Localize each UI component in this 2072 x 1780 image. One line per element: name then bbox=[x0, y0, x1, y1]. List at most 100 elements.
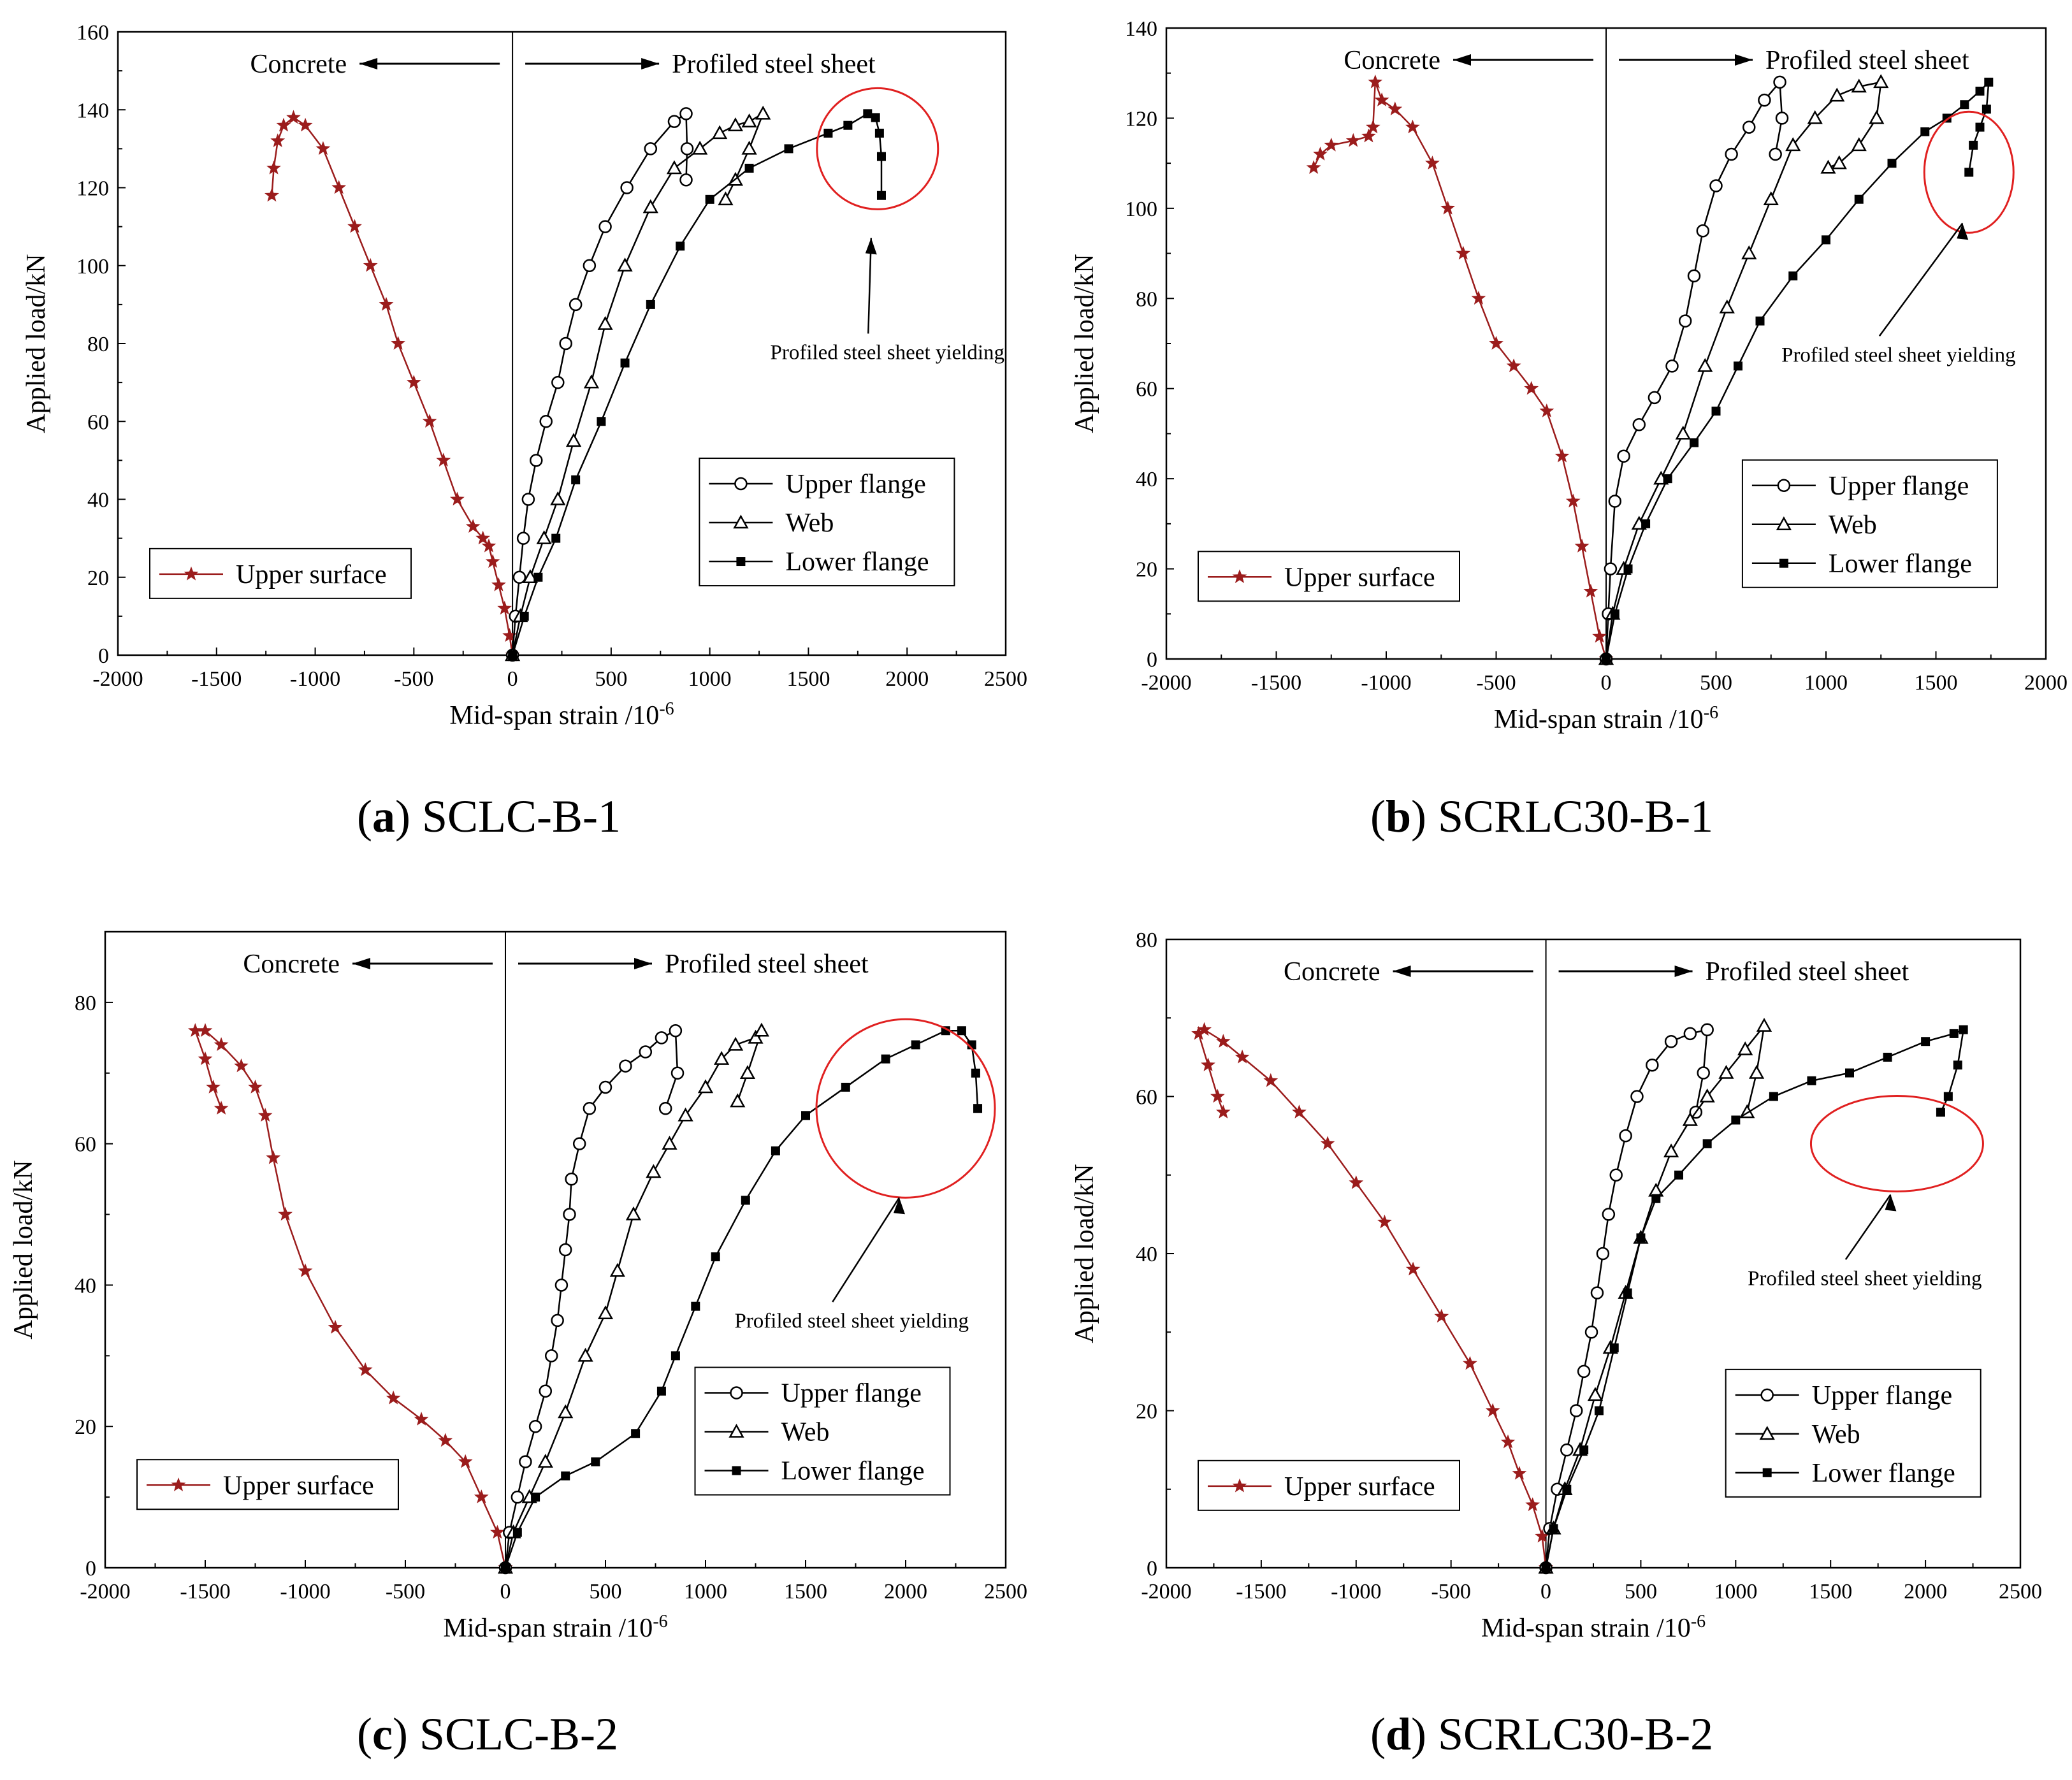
region-label-concrete: Concrete bbox=[1344, 46, 1440, 75]
data-point bbox=[1820, 159, 1836, 174]
data-point bbox=[1699, 1088, 1715, 1103]
data-point bbox=[522, 569, 539, 583]
data-point bbox=[609, 1263, 625, 1277]
data-point bbox=[620, 358, 630, 368]
data-point bbox=[677, 1107, 693, 1122]
data-point bbox=[1663, 1143, 1679, 1158]
data-point bbox=[1554, 448, 1570, 463]
data-point bbox=[1665, 359, 1679, 373]
x-tick-label: 0 bbox=[500, 1580, 511, 1603]
y-tick-label: 40 bbox=[75, 1274, 96, 1298]
legend-label-web: Web bbox=[1812, 1420, 1860, 1449]
data-point bbox=[485, 554, 500, 568]
annotation-arrow-head bbox=[894, 1198, 905, 1215]
data-point bbox=[1702, 1139, 1712, 1148]
data-point bbox=[1697, 358, 1713, 372]
data-point bbox=[328, 1320, 343, 1334]
legend-label-web: Web bbox=[781, 1418, 830, 1447]
data-point bbox=[1975, 87, 1985, 96]
x-tick-label: 0 bbox=[1601, 671, 1612, 695]
y-tick-label: 40 bbox=[87, 489, 109, 512]
data-point bbox=[1873, 74, 1889, 89]
data-point bbox=[1583, 583, 1598, 598]
annotation-text: Profiled steel sheet yielding bbox=[1748, 1267, 1982, 1290]
data-point bbox=[1960, 100, 1969, 110]
data-point bbox=[1609, 1343, 1619, 1352]
arrow-head bbox=[1674, 966, 1693, 977]
data-point bbox=[679, 107, 693, 120]
x-tick-label: -1000 bbox=[1361, 671, 1411, 695]
x-tick-label: 2500 bbox=[984, 1580, 1027, 1603]
data-point bbox=[744, 163, 754, 173]
data-point bbox=[1675, 425, 1691, 440]
y-tick-label: 20 bbox=[87, 567, 109, 590]
data-point bbox=[753, 1022, 770, 1037]
y-tick-label: 0 bbox=[1147, 648, 1157, 672]
legend-marker bbox=[1759, 1426, 1775, 1440]
x-tick-label: 1000 bbox=[684, 1580, 727, 1603]
data-point bbox=[620, 181, 634, 194]
y-axis-label: Applied load/kN bbox=[1070, 254, 1099, 433]
data-point bbox=[801, 1111, 810, 1120]
y-axis-label: Applied load/kN bbox=[9, 1160, 38, 1339]
annotation-arrow-head bbox=[865, 238, 877, 255]
y-tick-label: 20 bbox=[75, 1415, 96, 1439]
series-upper-flange bbox=[1539, 1023, 1714, 1575]
data-point bbox=[1471, 291, 1486, 305]
data-point bbox=[1263, 1073, 1279, 1087]
legend-label-web: Web bbox=[785, 509, 834, 538]
data-point bbox=[1235, 1049, 1250, 1064]
data-point bbox=[1709, 179, 1723, 192]
data-point bbox=[1648, 391, 1662, 405]
data-point bbox=[642, 199, 658, 213]
x-tick-label: -2000 bbox=[80, 1580, 130, 1603]
yield-highlight-ellipse bbox=[1809, 1094, 1984, 1192]
data-point bbox=[266, 1150, 281, 1164]
series-upper-flange bbox=[1599, 75, 1789, 666]
data-point bbox=[1210, 1089, 1225, 1103]
annotation-text: Profiled steel sheet yielding bbox=[1781, 344, 2016, 366]
data-point bbox=[598, 1080, 612, 1094]
data-point bbox=[727, 1036, 744, 1051]
series-upper-surface bbox=[264, 110, 520, 662]
x-tick-label: 1000 bbox=[1804, 671, 1848, 695]
y-tick-label: 0 bbox=[85, 1557, 96, 1581]
data-point bbox=[1197, 1022, 1212, 1036]
arrow-head bbox=[1393, 966, 1411, 977]
data-point bbox=[646, 300, 655, 309]
data-point bbox=[1829, 87, 1845, 102]
data-point bbox=[550, 491, 566, 505]
data-point bbox=[1584, 1326, 1598, 1339]
data-point bbox=[1725, 147, 1738, 161]
data-point bbox=[198, 1023, 213, 1037]
legend-marker bbox=[730, 1386, 743, 1400]
x-axis-label: Mid-span strain /10-6 bbox=[449, 699, 674, 731]
x-tick-label: 500 bbox=[1700, 671, 1732, 695]
data-point bbox=[501, 1563, 510, 1572]
data-point bbox=[1602, 655, 1611, 663]
chart-panel-d: -2000 -1500 -1000 -500 0 500 1000 1500 2000 2500 0… bbox=[1070, 929, 2042, 1643]
region-label-concrete: Concrete bbox=[1284, 957, 1380, 987]
data-point bbox=[1320, 1136, 1335, 1150]
chart-panel-b: -2000 -1500 -1000 -500 0 500 1000 1500 2000 0 20 40… bbox=[1070, 17, 2068, 734]
data-point bbox=[676, 242, 685, 251]
annotation-arrow bbox=[832, 1197, 901, 1303]
data-point bbox=[670, 1066, 685, 1080]
legend-label-upper-surface: Upper surface bbox=[1284, 1472, 1435, 1501]
x-tick-label: 1000 bbox=[1714, 1580, 1757, 1603]
data-point bbox=[539, 1384, 553, 1398]
data-point bbox=[386, 1390, 401, 1405]
x-tick-label: 1000 bbox=[688, 667, 732, 691]
data-point bbox=[1641, 519, 1651, 528]
data-point bbox=[1549, 1524, 1558, 1533]
data-point bbox=[347, 219, 362, 233]
data-point bbox=[554, 1278, 569, 1292]
data-point bbox=[1610, 609, 1619, 619]
series-lower-flange bbox=[508, 109, 886, 660]
data-point bbox=[1748, 1064, 1765, 1079]
data-point bbox=[1807, 1076, 1816, 1085]
x-tick-label: 1500 bbox=[786, 667, 830, 691]
x-tick-label: -500 bbox=[386, 1580, 425, 1603]
data-point bbox=[1822, 235, 1830, 245]
data-point bbox=[481, 538, 496, 553]
